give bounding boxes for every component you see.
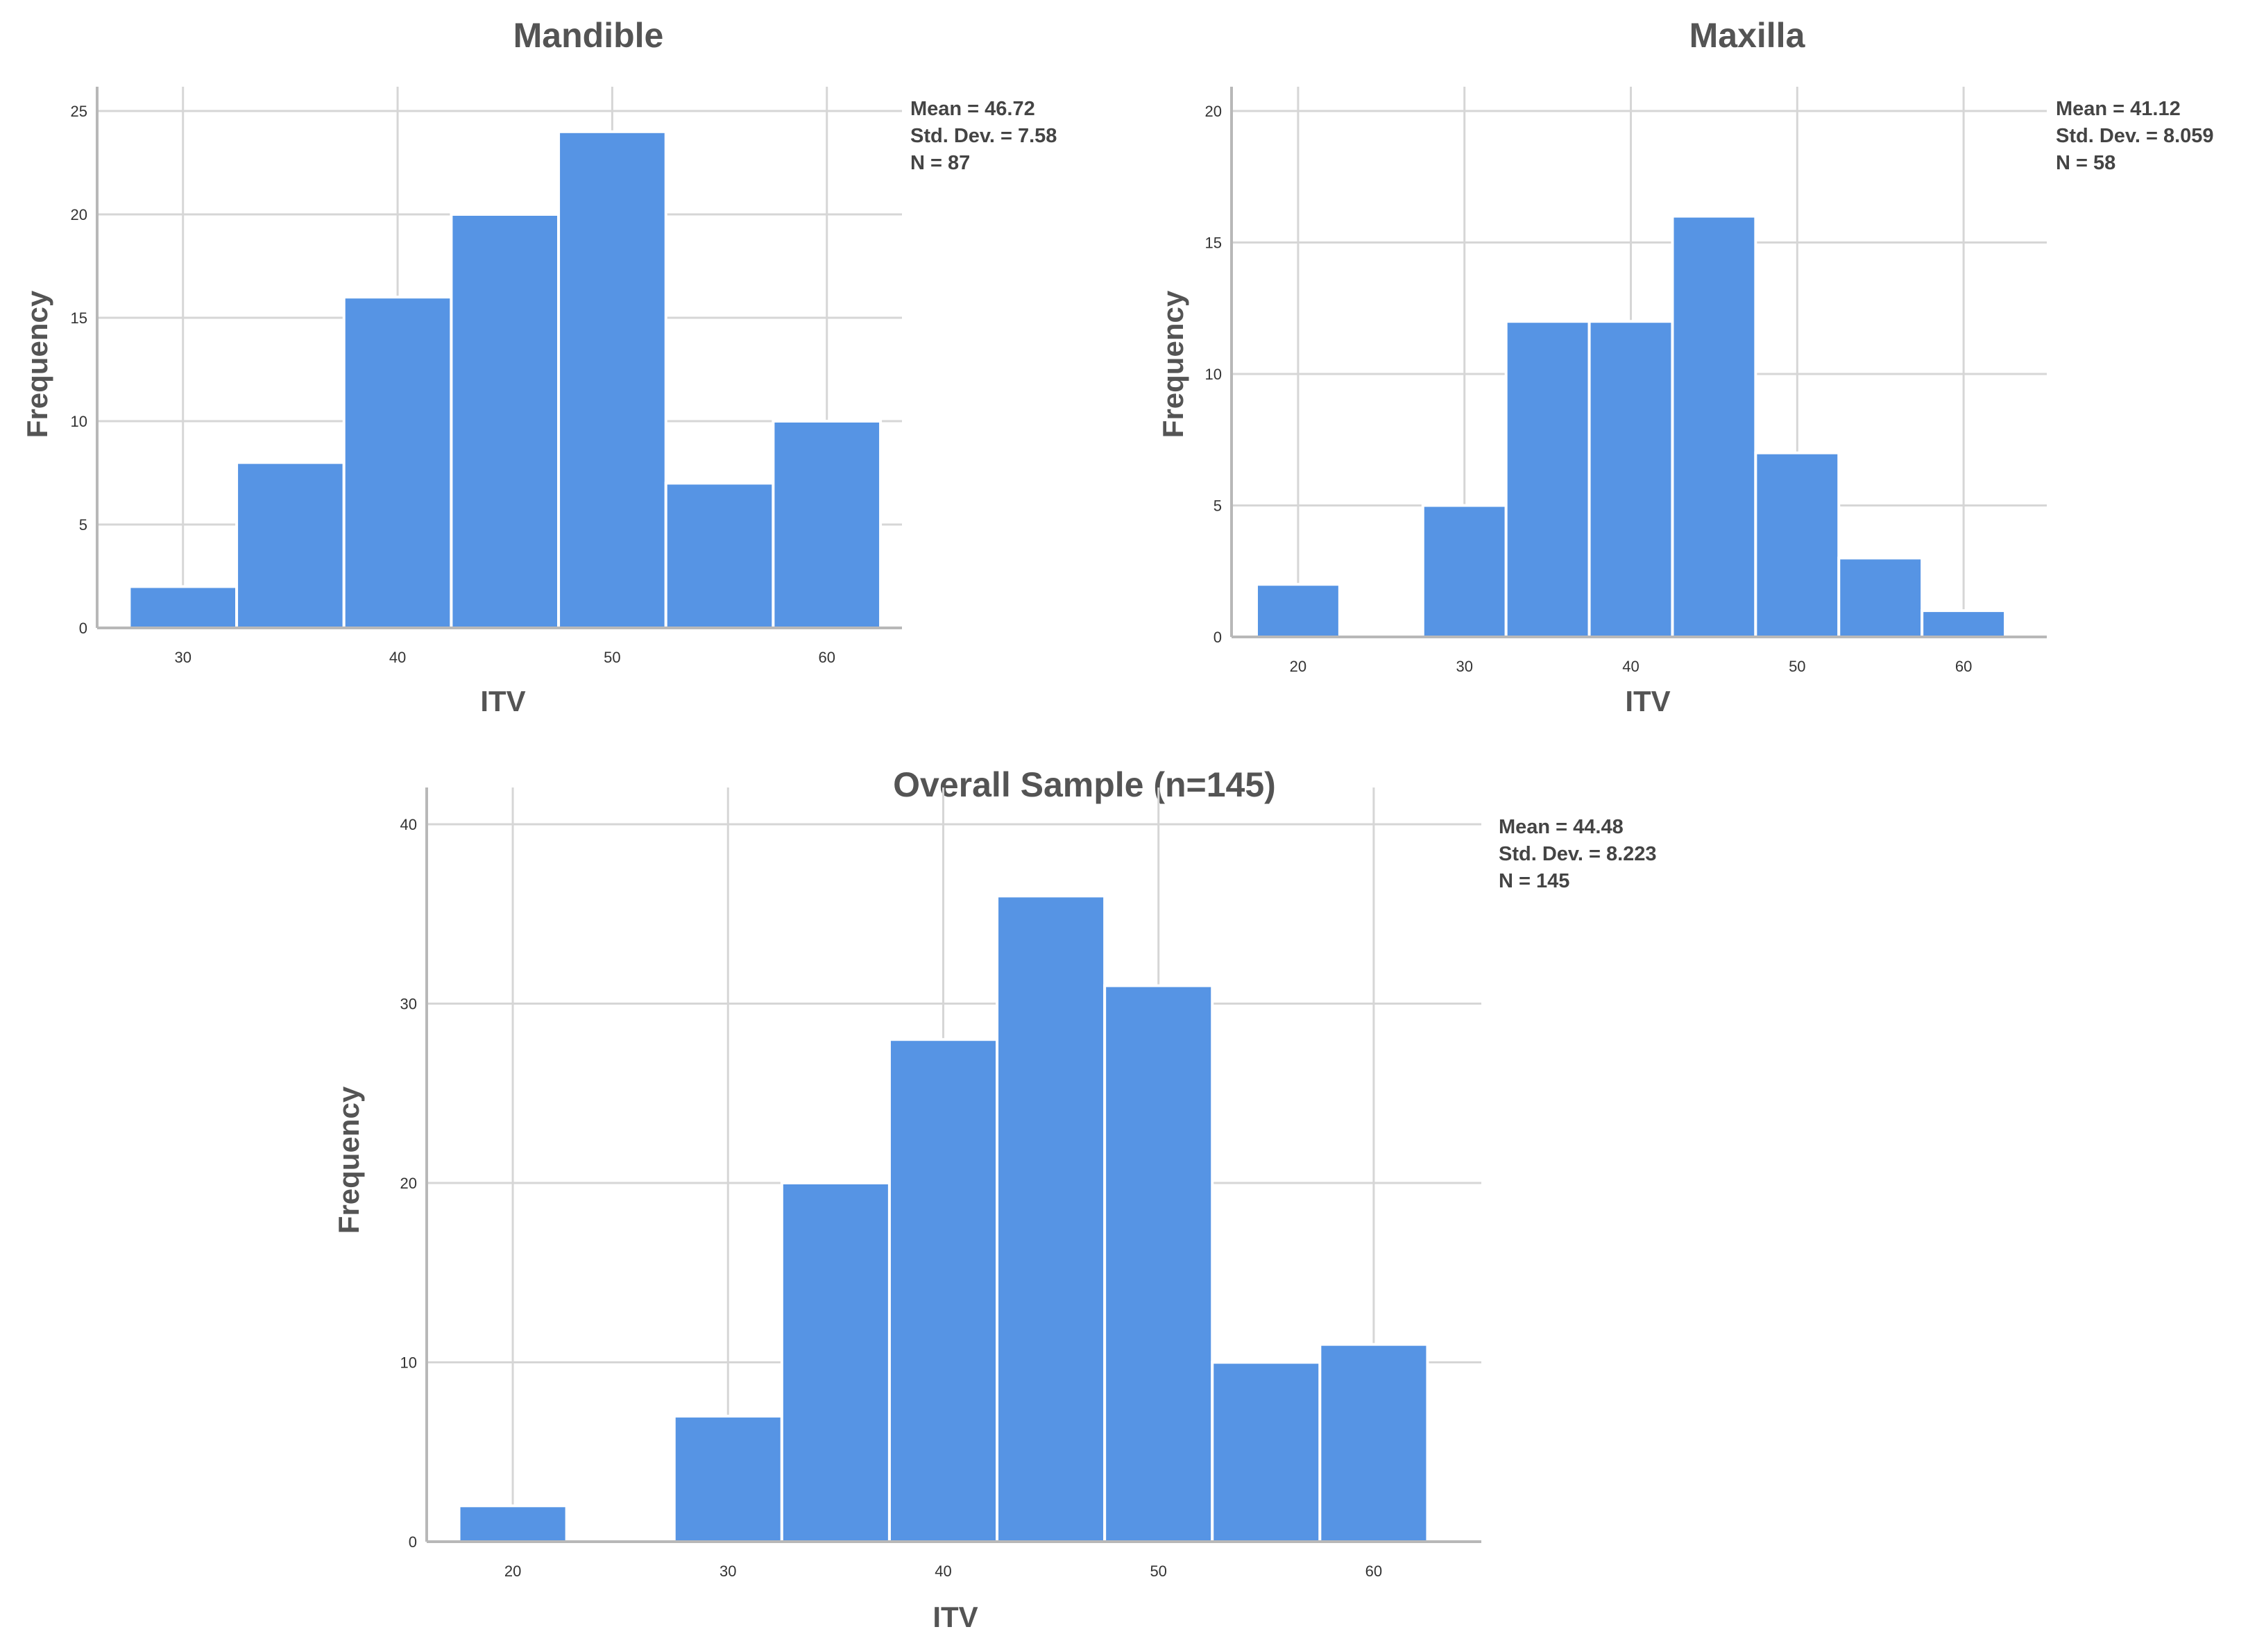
histogram-bar [128, 585, 239, 630]
y-tick-label: 5 [1214, 497, 1222, 515]
y-tick-label: 25 [71, 103, 87, 120]
x-tick-label: 50 [1789, 658, 1805, 675]
y-tick-label: 0 [79, 620, 87, 637]
x-tick-label: 40 [389, 649, 406, 666]
stats-mean: Mean = 46.72 [910, 98, 1035, 120]
y-tick-label: 20 [1205, 103, 1222, 120]
x-tick-label: 20 [1290, 658, 1306, 675]
y-tick-label: 0 [1214, 629, 1222, 646]
chart-title: Maxilla [1689, 16, 1806, 55]
y-tick-label: 10 [400, 1354, 417, 1372]
stats-mean: Mean = 41.12 [2056, 98, 2181, 120]
x-tick-label: 50 [604, 649, 620, 666]
y-tick-label: 20 [71, 206, 87, 223]
stats-n: N = 145 [1499, 870, 1569, 892]
x-tick-label: 30 [719, 1562, 736, 1580]
y-tick-label: 15 [1205, 235, 1222, 252]
histogram-bar [1587, 320, 1674, 638]
histogram-bar [996, 894, 1107, 1543]
histogram-bar [342, 296, 453, 629]
chart-mandible: Mandible 0 5 10 15 20 25 30 40 50 60 ITV Frequenc… [21, 16, 1057, 717]
histogram-bar [672, 1415, 783, 1544]
x-tick-label: 20 [504, 1562, 521, 1580]
histogram-bar [1837, 556, 1924, 638]
stats-box: Mean = 44.48 Std. Dev. = 8.223 N = 145 [1499, 816, 1657, 892]
histogram-bar [450, 213, 561, 629]
histogram-bar [664, 482, 775, 630]
chart-title: Overall Sample (n=145) [893, 765, 1276, 804]
x-tick-label: 60 [1365, 1562, 1382, 1580]
y-axis-label: Frequency [21, 290, 53, 438]
histogram-bar [1921, 609, 2007, 638]
histogram-bar [1671, 214, 1757, 639]
histogram-bar [1504, 320, 1591, 638]
x-axis-label: ITV [933, 1601, 978, 1633]
stats-std-dev: Std. Dev. = 8.223 [1499, 843, 1657, 865]
histogram-bar [1254, 583, 1341, 639]
x-tick-label: 40 [935, 1562, 951, 1580]
x-tick-label: 30 [174, 649, 191, 666]
histogram-bar [772, 420, 883, 629]
x-tick-label: 60 [1955, 658, 1972, 675]
stats-n: N = 58 [2056, 152, 2115, 174]
histogram-bar [557, 130, 667, 630]
histogram-bar [235, 461, 346, 629]
y-axis-label: Frequency [1157, 290, 1189, 438]
x-tick-label: 50 [1150, 1562, 1166, 1580]
x-tick-label: 60 [818, 649, 835, 666]
chart-maxilla: Maxilla 0 5 10 15 20 20 30 40 50 60 ITV Frequency… [1157, 16, 2214, 717]
chart-title: Mandible [513, 16, 664, 55]
y-tick-label: 30 [400, 996, 417, 1013]
y-tick-label: 10 [71, 413, 87, 430]
y-tick-label: 40 [400, 816, 417, 833]
y-axis-label: Frequency [332, 1086, 365, 1234]
y-tick-label: 20 [400, 1175, 417, 1192]
stats-n: N = 87 [910, 152, 970, 174]
x-tick-label: 40 [1622, 658, 1639, 675]
y-tick-label: 5 [79, 516, 87, 534]
histogram-bar [1754, 451, 1841, 638]
histogram-bar [457, 1504, 568, 1544]
stats-mean: Mean = 44.48 [1499, 816, 1624, 838]
histogram-bar [1318, 1343, 1429, 1544]
histogram-bar [887, 1038, 999, 1543]
chart-overall-sample: Overall Sample (n=145) 0 10 20 30 40 20 30 40 50… [332, 765, 1657, 1633]
histogram-bar [780, 1182, 891, 1543]
y-tick-label: 10 [1205, 366, 1222, 383]
stats-box: Mean = 46.72 Std. Dev. = 7.58 N = 87 [910, 98, 1057, 174]
histogram-bar [1421, 504, 1508, 638]
y-tick-label: 0 [409, 1533, 417, 1551]
histogram-bar [1103, 984, 1214, 1543]
x-axis-label: ITV [1625, 685, 1670, 717]
stats-box: Mean = 41.12 Std. Dev. = 8.059 N = 58 [2056, 98, 2214, 174]
stats-std-dev: Std. Dev. = 7.58 [910, 125, 1057, 147]
x-tick-label: 30 [1456, 658, 1472, 675]
y-tick-label: 15 [71, 309, 87, 327]
histogram-bar [1211, 1361, 1322, 1543]
stats-std-dev: Std. Dev. = 8.059 [2056, 125, 2214, 147]
x-axis-label: ITV [480, 685, 525, 717]
